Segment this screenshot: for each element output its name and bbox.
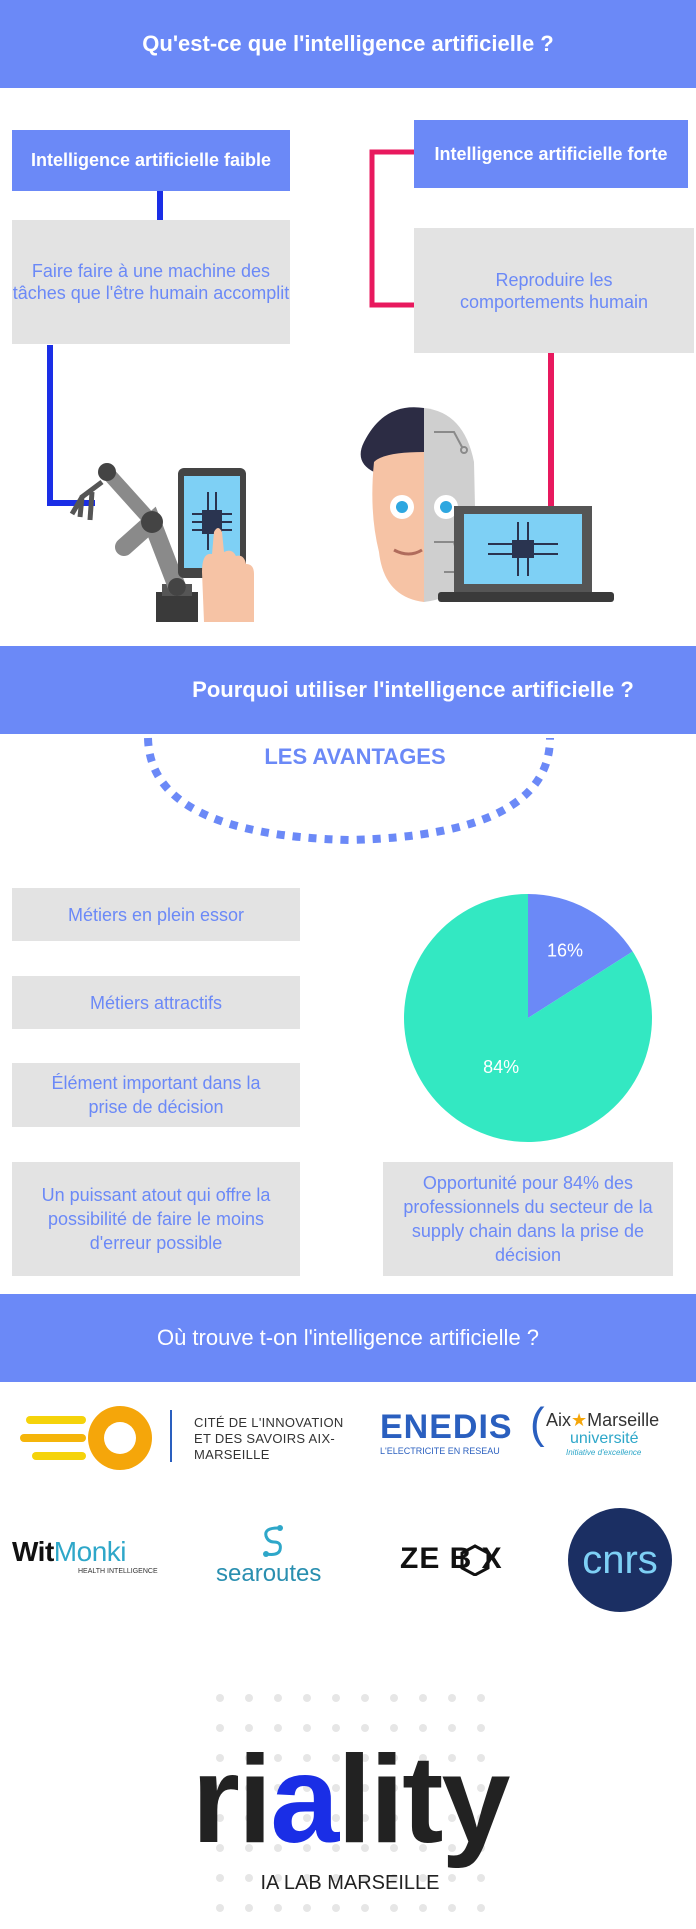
advantage-text-1: Métiers en plein essor [67, 904, 245, 925]
strong-ai-description-text: Reproduire les comportements humain [459, 269, 649, 312]
searoutes-logo-text: searoutes [216, 1560, 322, 1587]
amu-logo-line3: Initiative d'excellence [566, 1448, 642, 1457]
advantage-text-4: Un puissant atout qui offre la possibili… [41, 1185, 271, 1253]
strong-ai-description: Reproduire les comportements humain [414, 228, 694, 353]
advantage-item-3: Élément important dans la prise de décis… [12, 1063, 300, 1127]
zebox-box-icon [460, 1544, 490, 1576]
pie-slice-2 [404, 894, 652, 1142]
laptop-chip-icon [438, 506, 614, 602]
advantage-item-2: Métiers attractifs [12, 976, 300, 1029]
witmonki-logo: WitMonki [12, 1536, 127, 1568]
pie-caption: Opportunité pour 84% des professionnels … [383, 1162, 673, 1276]
advantages-dotted-ellipse [144, 737, 554, 845]
section2-title: Pourquoi utiliser l'intelligence artific… [192, 677, 634, 702]
section3-title: Où trouve t-on l'intelligence artificiel… [156, 1325, 540, 1350]
section3-banner: Où trouve t-on l'intelligence artificiel… [0, 1294, 696, 1382]
strong-ai-label-text: Intelligence artificielle forte [434, 143, 668, 164]
weak-ai-label: Intelligence artificielle faible [12, 130, 290, 191]
footer-subtitle: IA LAB MARSEILLE [260, 1872, 440, 1894]
amu-star-icon: ★ [571, 1410, 588, 1430]
amu-logo-line2: université [570, 1430, 639, 1447]
brand-ri: ri [191, 1731, 273, 1869]
pie-label-1: 16% [547, 941, 583, 961]
enedis-logo-subtext: L'ELECTRICITE EN RESEAU [380, 1446, 500, 1456]
section1-title: Qu'est-ce que l'intelligence artificiell… [142, 31, 554, 56]
weak-ai-description: Faire faire à une machine des tâches que… [12, 220, 290, 344]
pie-chart: 16% 84% [404, 894, 652, 1142]
advantages-title: LES AVANTAGES [264, 744, 446, 769]
section2-banner: Pourquoi utiliser l'intelligence artific… [0, 646, 696, 734]
witmonki-monki: Monki [53, 1536, 127, 1567]
advantage-item-1: Métiers en plein essor [12, 888, 300, 941]
witmonki-subtext: HEALTH INTELLIGENCE [78, 1568, 158, 1575]
cnrs-logo-text: cnrs [582, 1538, 658, 1582]
footer-brand: riality [160, 1738, 540, 1862]
strong-ai-label: Intelligence artificielle forte [414, 120, 688, 188]
amu-bracket-icon: ( [530, 1399, 545, 1448]
enedis-logo-text: ENEDIS [380, 1408, 513, 1446]
advantage-text-2: Métiers attractifs [89, 992, 223, 1013]
cite-logo-text: CITÉ DE L'INNOVATION ET DES SAVOIRS AIX-… [194, 1415, 344, 1462]
weak-ai-label-text: Intelligence artificielle faible [30, 150, 272, 170]
cite-divider [170, 1410, 172, 1462]
cite-innovation-logo-icon [20, 1406, 152, 1470]
pie-slice-1 [528, 894, 633, 1018]
amu-logo-line1: Aix★Marseille [546, 1410, 659, 1431]
witmonki-wit: Wit [12, 1536, 54, 1567]
searoutes-logo-icon [263, 1525, 283, 1557]
brand-lity: lity [337, 1731, 510, 1869]
amu-marseille: Marseille [587, 1410, 660, 1430]
amu-aix: Aix [546, 1410, 572, 1430]
pie-label-2: 84% [483, 1057, 519, 1077]
advantage-item-4: Un puissant atout qui offre la possibili… [12, 1162, 300, 1276]
brand-a: a [270, 1731, 339, 1869]
advantage-text-3: Élément important dans la prise de décis… [51, 1073, 261, 1117]
pie-caption-text: Opportunité pour 84% des professionnels … [403, 1173, 653, 1265]
weak-ai-description-text: Faire faire à une machine des tâches que… [12, 261, 290, 303]
cnrs-logo-badge [568, 1508, 672, 1612]
section1-banner: Qu'est-ce que l'intelligence artificiell… [0, 0, 696, 88]
robot-arm-icon [69, 463, 254, 622]
footer-dot-grid [216, 1694, 485, 1912]
